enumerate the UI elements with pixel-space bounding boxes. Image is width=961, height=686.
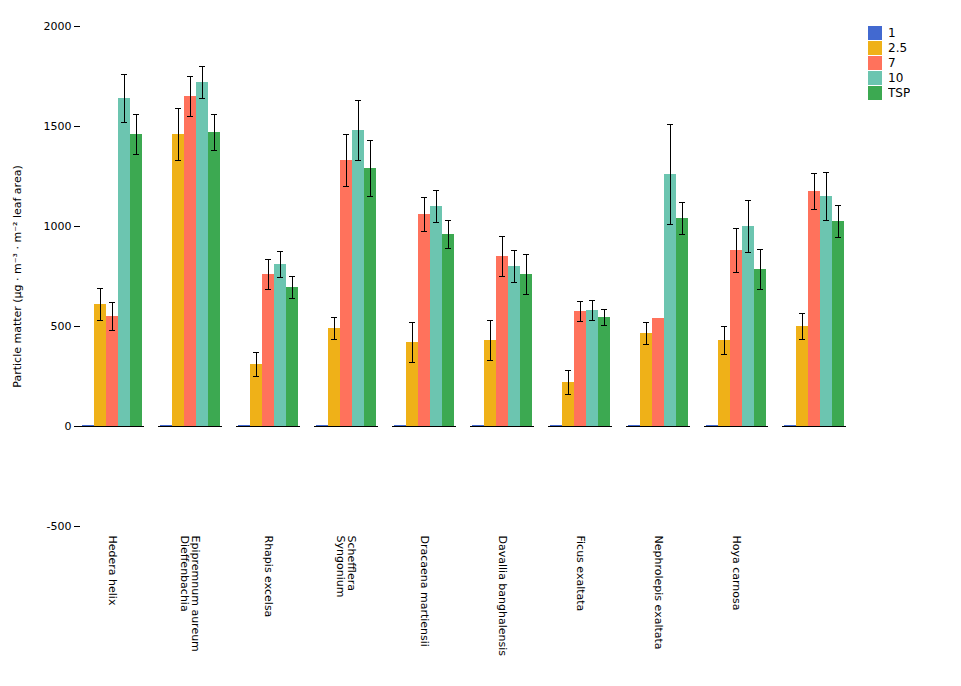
svg-text:500: 500 [51,320,72,333]
svg-text:Davallia banghalensis: Davallia banghalensis [496,536,509,657]
html-text:10: 10 [888,71,904,85]
svg-text:Particle matter (μg · m⁻³ · m⁻: Particle matter (μg · m⁻³ · m⁻² leaf are… [11,165,24,387]
svg-text:2000: 2000 [44,20,72,33]
html-text:TSP: TSP [888,86,911,100]
html-text:2.5: 2.5 [888,41,908,55]
html-text:1: 1 [888,26,896,40]
svg-text:1500: 1500 [44,120,72,133]
svg-text:Rhapis excelsa: Rhapis excelsa [262,536,275,618]
svg-text:Dracaena martiensii: Dracaena martiensii [418,536,431,647]
svg-text:Nephrolepis exaltata: Nephrolepis exaltata [652,536,665,650]
svg-text:-500: -500 [47,520,72,533]
svg-text:1000: 1000 [44,220,72,233]
html-text:7: 7 [888,56,896,70]
svg-text:ScheffleraSyngonium: ScheffleraSyngonium [334,536,358,598]
svg-text:Hoya carnosa: Hoya carnosa [730,536,743,611]
svg-text:Epipremnum aureumDieffenbachia: Epipremnum aureumDieffenbachia [178,536,202,652]
svg-text:Hedera helix: Hedera helix [106,536,119,606]
svg-text:0: 0 [65,420,72,433]
svg-text:Ficus exaltata: Ficus exaltata [574,536,587,612]
